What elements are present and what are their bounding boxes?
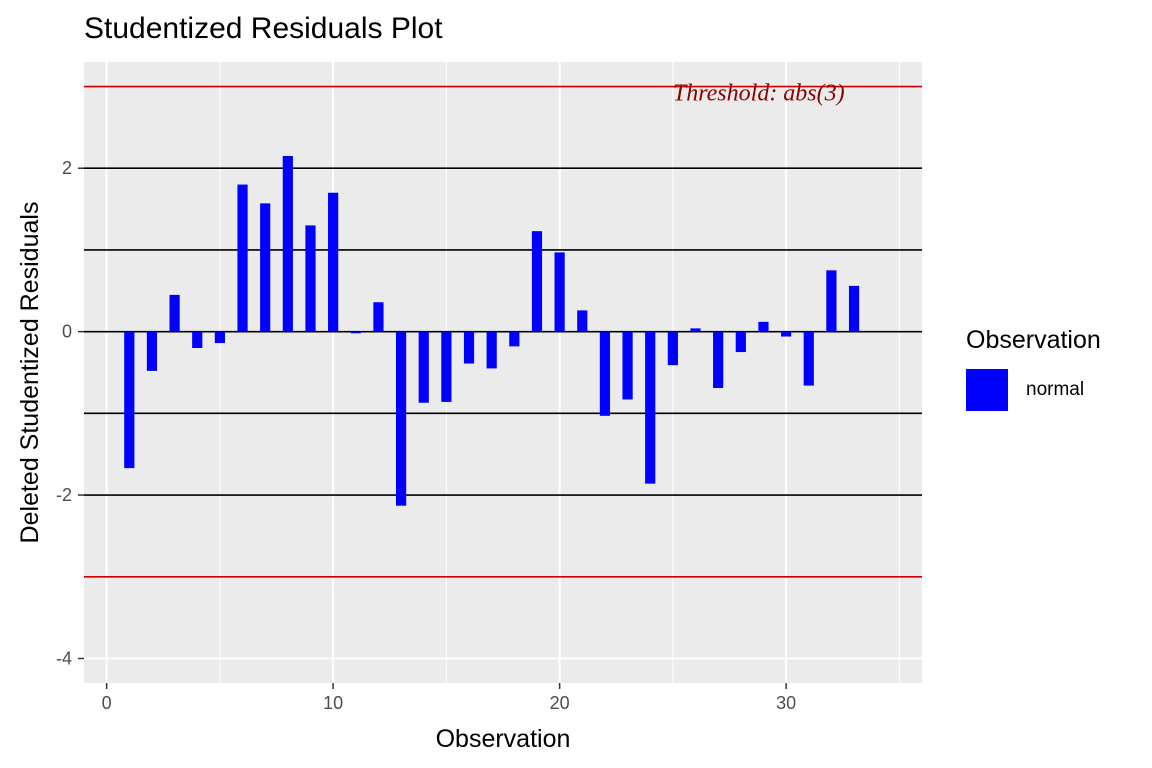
x-tick-label: 0 — [102, 693, 112, 713]
threshold-annotation: Threshold: abs(3) — [673, 81, 845, 107]
legend: Observation normal — [966, 326, 1101, 411]
residual-bar — [124, 331, 135, 469]
residual-bar — [146, 331, 158, 371]
residual-bar — [350, 331, 361, 334]
residual-bar — [509, 331, 520, 347]
residual-bar — [237, 184, 248, 332]
residual-bar — [531, 231, 543, 332]
axis-ticks: 0 10 20 30 -4 -2 0 2 — [56, 158, 796, 713]
residual-bar — [848, 285, 860, 332]
x-axis-title: Observation — [436, 725, 571, 753]
y-axis-title: Deleted Studentized Residuals — [16, 202, 44, 544]
y-tick-label: 0 — [62, 322, 72, 342]
residual-bar — [463, 331, 475, 364]
residual-bar — [418, 331, 429, 403]
x-tick-label: 30 — [776, 693, 796, 713]
plot-panel — [84, 62, 922, 683]
residual-bar — [690, 328, 701, 332]
y-tick-label: 2 — [62, 158, 72, 178]
residual-bar — [803, 331, 814, 386]
residual-bar — [328, 192, 339, 332]
y-tick-label: -2 — [56, 485, 72, 505]
residual-bar — [554, 252, 565, 332]
residual-bar — [395, 331, 407, 506]
threshold-annotation-group: Threshold: abs(3) — [673, 81, 845, 107]
residual-bar — [781, 331, 792, 337]
legend-title: Observation — [966, 326, 1101, 354]
x-tick-label: 10 — [323, 693, 343, 713]
legend-label: normal — [1026, 379, 1085, 400]
residual-bar — [486, 331, 497, 369]
x-tick-label: 20 — [550, 693, 570, 713]
residual-bar — [441, 331, 452, 402]
residual-bar — [577, 310, 588, 332]
residual-bar — [169, 294, 180, 332]
chart-title: Studentized Residuals Plot — [84, 12, 443, 45]
residual-bar — [645, 331, 656, 484]
legend-entry: normal — [966, 369, 1101, 411]
residual-bar — [622, 331, 633, 400]
y-tick-label: -4 — [56, 648, 72, 668]
residual-bar — [735, 331, 746, 353]
legend-key-swatch — [966, 369, 1008, 411]
residual-bar — [826, 270, 837, 332]
residual-bar — [214, 331, 225, 344]
residual-bar — [305, 225, 316, 332]
residual-bar — [192, 331, 203, 348]
bars — [124, 155, 860, 506]
residual-bar — [758, 321, 769, 332]
residual-bar — [260, 203, 271, 332]
residual-bar — [282, 155, 293, 332]
residual-bar — [713, 331, 724, 389]
residual-bar — [599, 331, 611, 416]
residual-bar — [667, 331, 678, 366]
residual-bar — [373, 302, 384, 332]
